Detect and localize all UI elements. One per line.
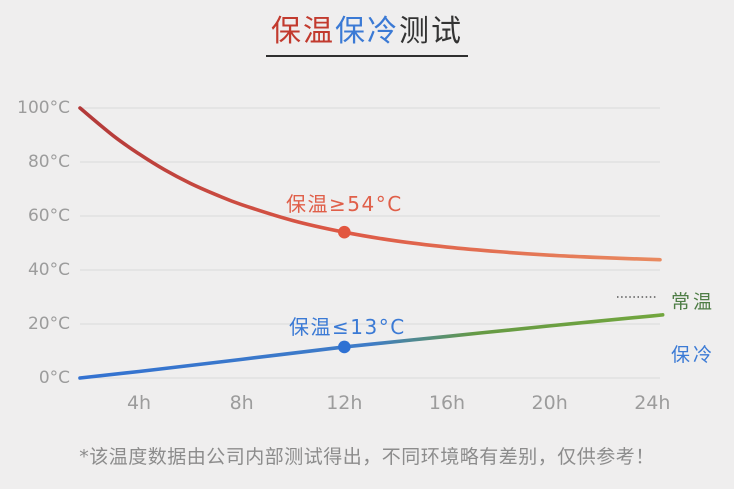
- cold-curve: [78, 313, 665, 380]
- x-axis-tick-label: 4h: [126, 392, 152, 414]
- x-axis-tick-label: 8h: [229, 392, 254, 414]
- page-title: 保温保冷测试: [271, 13, 463, 51]
- title-area: 保温保冷测试: [0, 13, 734, 57]
- room-temp-label: 常温: [671, 291, 716, 313]
- x-axis-tick-label: 16h: [428, 392, 466, 414]
- title-cold-part: 保冷: [335, 14, 399, 49]
- title-underline: [266, 54, 468, 57]
- y-axis-tick-label: 20°C: [27, 314, 70, 334]
- y-axis-tick-label: 80°C: [27, 152, 70, 172]
- warm-marker-dot: [338, 225, 351, 239]
- cold-marker-dot: [338, 340, 351, 354]
- x-axis-tick-label: 20h: [531, 392, 568, 414]
- y-axis-tick-label: 60°C: [27, 206, 70, 226]
- title-warm-part: 保温: [271, 14, 335, 49]
- warm-series-annotation: 保温≥54°C: [286, 192, 403, 216]
- x-axis-tick-label: 24h: [634, 392, 671, 414]
- y-axis-tick-label: 40°C: [27, 260, 70, 280]
- title-test-part: 测试: [399, 14, 463, 49]
- footnote: *该温度数据由公司内部测试得出，不同环境略有差别，仅供参考！: [79, 446, 655, 468]
- y-axis-tick-label: 0°C: [38, 368, 70, 388]
- cold-series-annotation: 保温≤13°C: [289, 315, 406, 339]
- y-axis-tick-label: 100°C: [17, 98, 70, 118]
- x-axis-tick-label: 12h: [326, 392, 363, 414]
- warm-curve: [78, 106, 662, 262]
- cold-series-side-label: 保冷: [671, 344, 716, 366]
